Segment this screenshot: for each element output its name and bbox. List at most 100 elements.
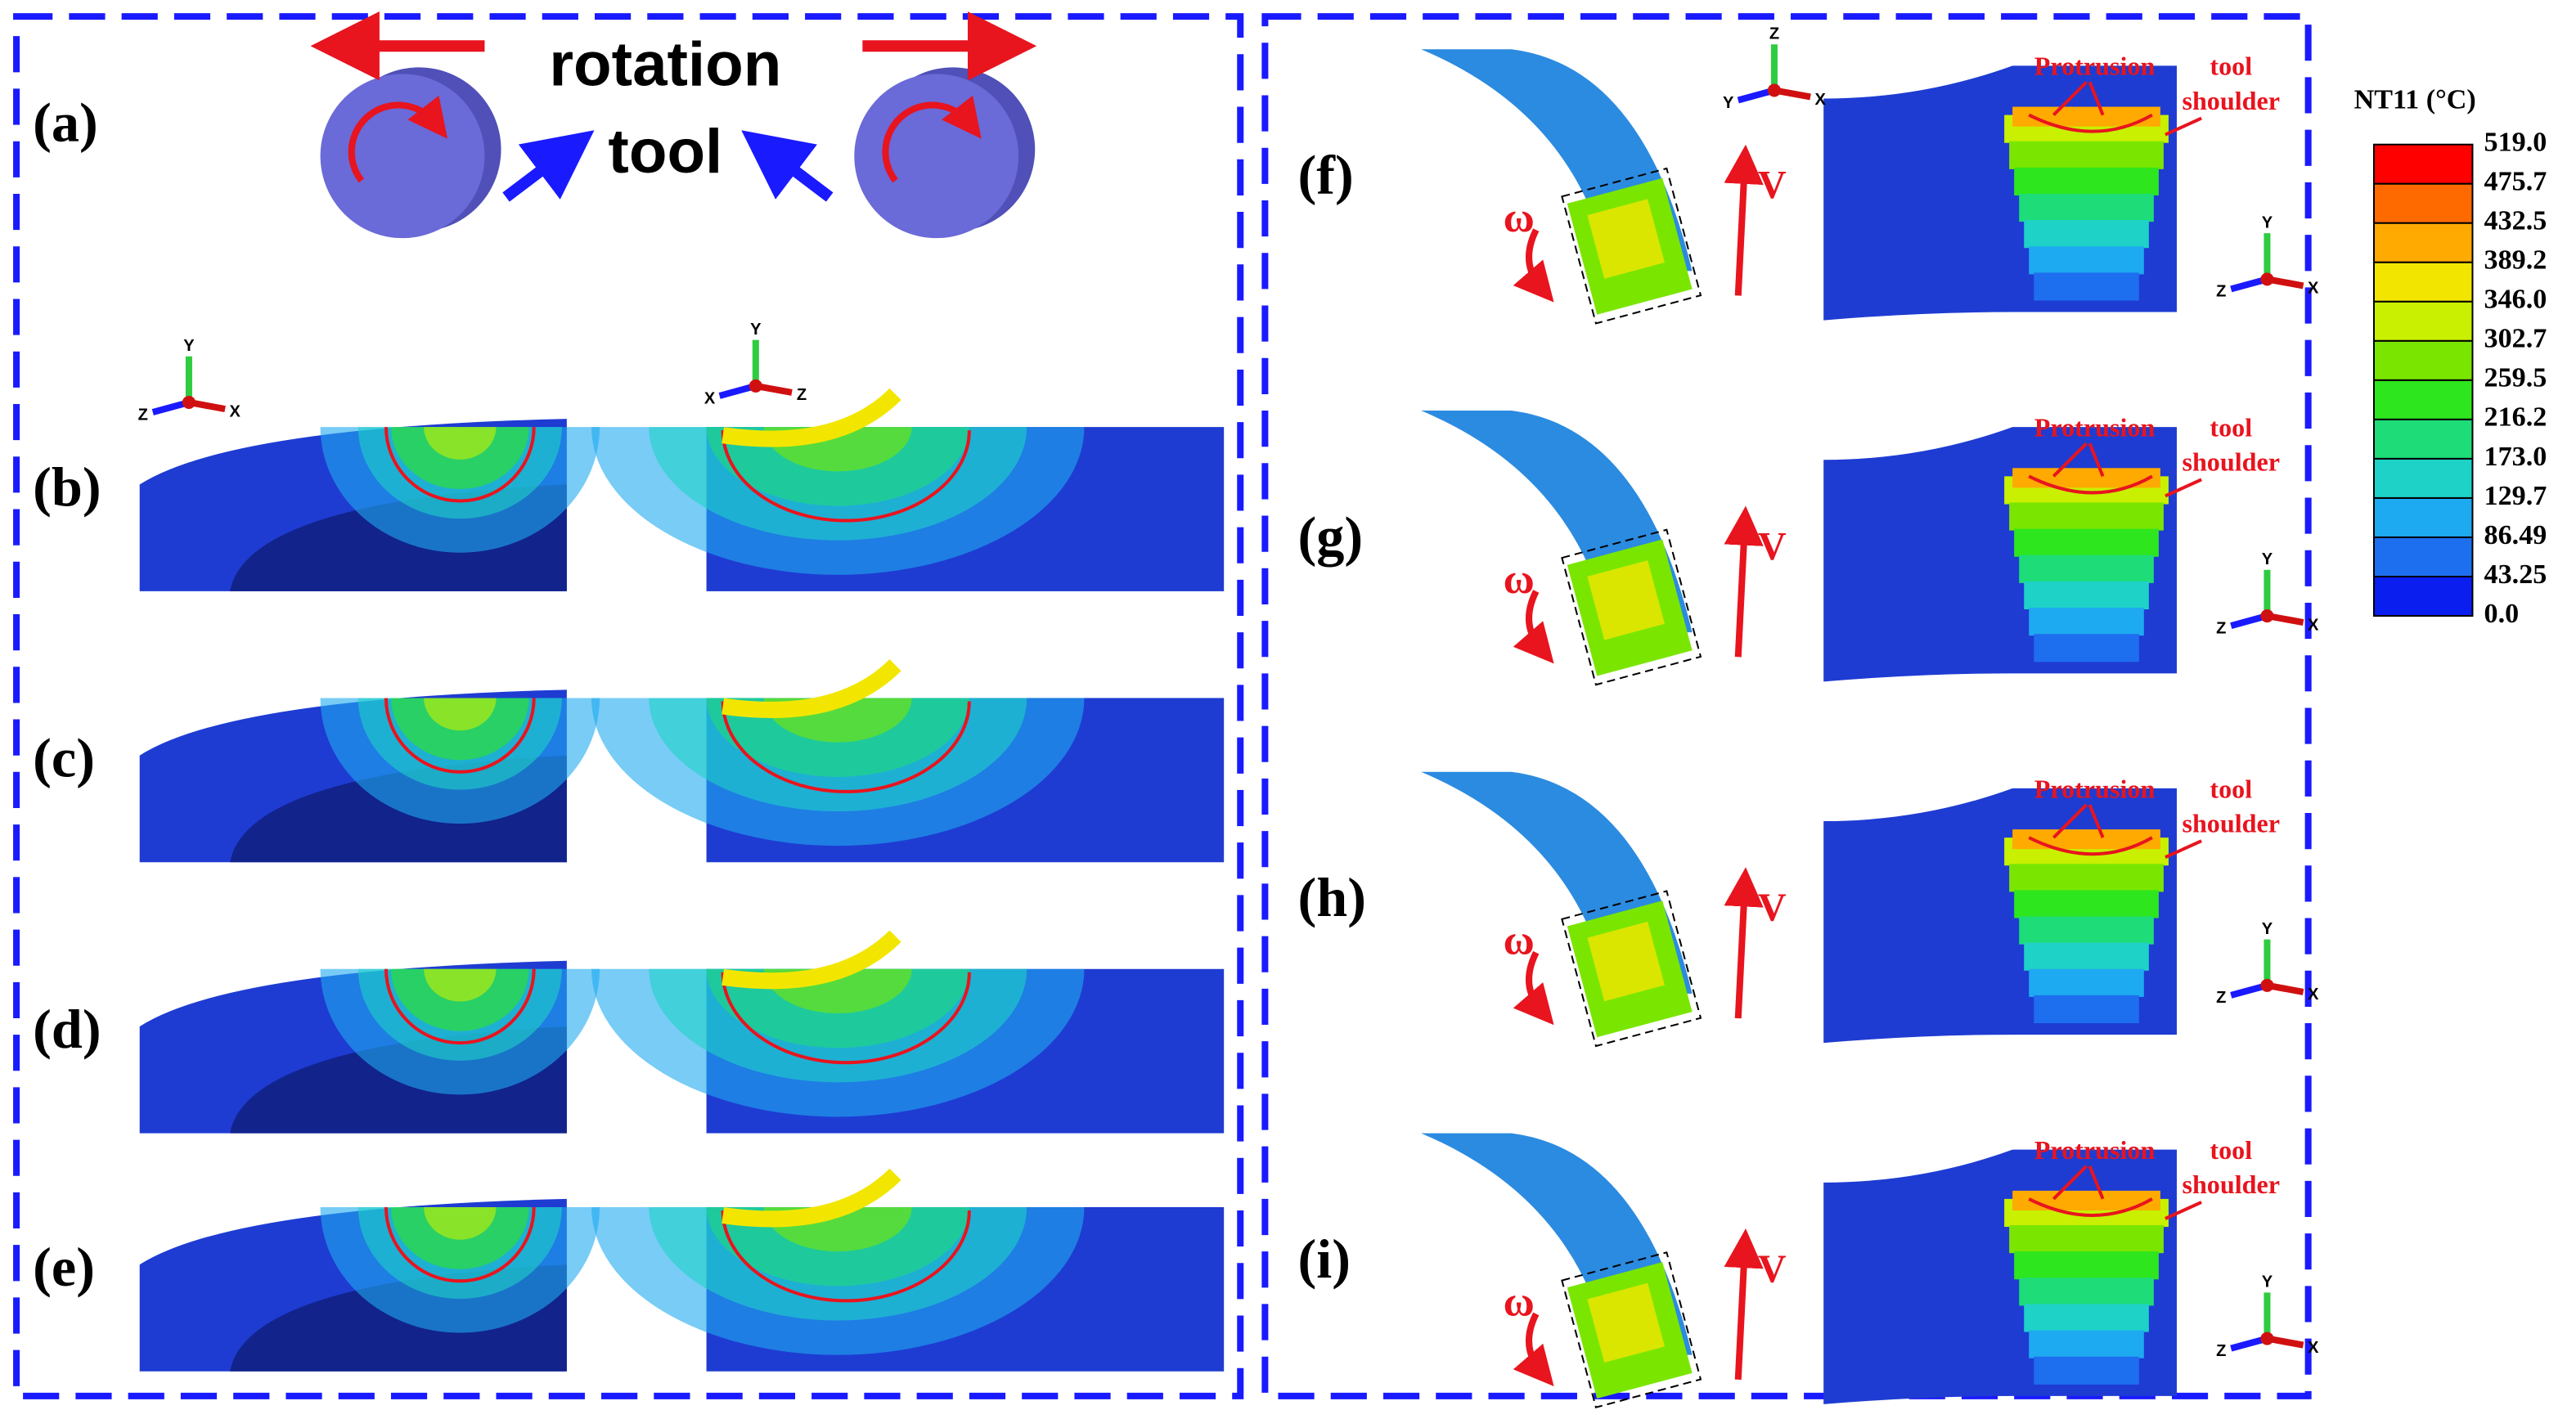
axis-label: Z (797, 386, 807, 404)
legend-tick-label: 519.0 (2484, 128, 2547, 158)
axis-origin (1767, 83, 1781, 97)
shoulder-label: shoulder (2182, 808, 2280, 837)
protrusion-label: Protrusion (2034, 774, 2156, 803)
shoulder-label: shoulder (2182, 447, 2280, 477)
tool-zone-core (1587, 199, 1665, 279)
pointer (502, 130, 595, 202)
legend-band (2372, 182, 2474, 224)
fusion-line (384, 698, 536, 774)
shoulder-pointer (2165, 1201, 2202, 1220)
panel-label: (h) (1298, 866, 1366, 928)
legend-tick-label: 43.25 (2484, 559, 2547, 590)
velocity: V (1758, 887, 1787, 930)
tool-disk (854, 74, 1019, 239)
velocity-arrow (1724, 867, 1764, 1019)
axis-label: Z (2216, 1342, 2226, 1360)
heat-zone (424, 427, 497, 460)
axis-label: X (2308, 1339, 2319, 1357)
fusion-line (721, 972, 971, 1065)
axis-label: Z (138, 406, 148, 424)
protrusion-pointer (2088, 81, 2105, 116)
axis-origin (2260, 1331, 2274, 1345)
legend-band (2372, 222, 2474, 263)
axis-origin (2260, 978, 2274, 992)
axis-label: Z (2216, 989, 2226, 1007)
velocity: V (1758, 164, 1787, 207)
axis-label: Y (2262, 1273, 2273, 1291)
heat-band (2024, 581, 2149, 610)
fusion-line (384, 427, 536, 503)
heat-zone (424, 1206, 497, 1240)
outline-box (1561, 890, 1702, 1048)
axis-origin (2260, 609, 2274, 623)
axis-label: X (229, 402, 241, 420)
rotation-arrow (348, 95, 448, 183)
heat-band (2014, 528, 2159, 557)
axis-label: X (1814, 91, 1826, 109)
legend-tick-label: 129.7 (2484, 481, 2547, 511)
protrusion-label: Protrusion (2034, 412, 2156, 442)
protrusion-label: Protrusion (2034, 52, 2156, 81)
panel-label: (i) (1298, 1228, 1351, 1290)
panel-label: (g) (1298, 505, 1364, 567)
protrusion-pointer (2088, 1165, 2105, 1200)
legend-band (2372, 496, 2474, 538)
heat-band (2014, 167, 2159, 195)
tool-mark (722, 659, 901, 718)
shoulder-pointer (2165, 839, 2202, 860)
fusion-line (2028, 836, 2153, 856)
axis-label: Z (2216, 283, 2226, 301)
legend-tick-label: 173.0 (2484, 442, 2547, 472)
axis-label: X (2308, 986, 2319, 1004)
legend-tick-label: 216.2 (2484, 402, 2547, 433)
fusion-line (721, 430, 971, 523)
velocity-arrow (1724, 1228, 1764, 1381)
heat-band (2029, 246, 2144, 275)
fusion-line (721, 701, 971, 793)
panel-label: (b) (33, 456, 101, 518)
axis-label: Y (2262, 550, 2273, 568)
tool-label: tool (2210, 52, 2252, 81)
axis-label: Z (1769, 25, 1779, 43)
axis-origin (2260, 272, 2274, 286)
axis-label: X (2308, 616, 2319, 634)
legend-tick-label: 86.49 (2484, 520, 2547, 550)
heat-band (2009, 502, 2164, 531)
panel-label: (a) (33, 91, 98, 153)
fusion-line (384, 1206, 536, 1283)
axis-label: Y (750, 321, 762, 339)
tool-zone-core (1587, 921, 1665, 1002)
legend-tick-label: 389.2 (2484, 245, 2547, 276)
heat-band (2034, 1356, 2139, 1385)
shoulder-label: shoulder (2182, 1170, 2280, 1199)
axis-label: Y (1723, 94, 1734, 112)
heat-band (2029, 1330, 2144, 1358)
heat-band (2009, 864, 2164, 892)
heat-band (2034, 995, 2139, 1024)
axis-label: Z (2216, 619, 2226, 637)
velocity: V (1758, 1247, 1787, 1291)
tool-mark (722, 388, 901, 447)
heat-band (2034, 634, 2139, 662)
tool-label: tool (2210, 1135, 2252, 1165)
outline-box (1561, 528, 1702, 686)
fusion-line (2028, 1197, 2153, 1217)
velocity-arrow (1724, 505, 1764, 658)
omega-arrow (1513, 1312, 1554, 1386)
heat-band (2009, 1225, 2164, 1254)
protrusion-pointer (2052, 1165, 2088, 1201)
outline-box (1561, 167, 1702, 325)
panel-label: (e) (33, 1236, 95, 1298)
tool-disk (320, 74, 485, 239)
legend-band (2372, 339, 2474, 381)
tool-zone-core (1587, 1282, 1665, 1363)
heat-band (2024, 1304, 2149, 1332)
omega-arrow (1513, 590, 1554, 664)
legend-band (2372, 457, 2474, 499)
heat-band (2009, 141, 2164, 169)
protrusion-pointer (2088, 442, 2105, 478)
heat-band (2029, 968, 2144, 997)
heat-band (2024, 220, 2149, 249)
shoulder-pointer (2165, 116, 2202, 137)
